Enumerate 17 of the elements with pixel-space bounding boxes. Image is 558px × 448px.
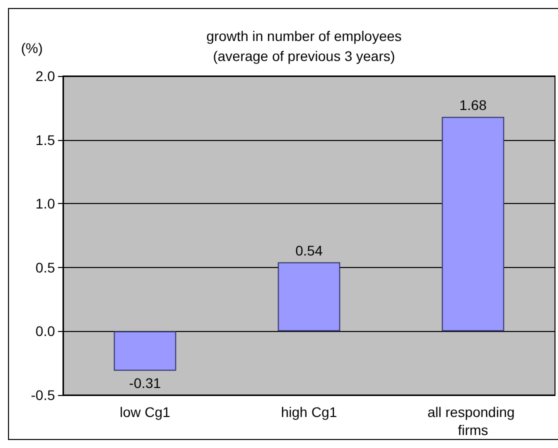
chart-title: growth in number of employees (average of previous 3 years) xyxy=(206,28,402,64)
data-label: 0.54 xyxy=(295,242,323,258)
y-tick-label: 2.0 xyxy=(36,68,56,84)
bar xyxy=(114,331,176,371)
data-label: -0.31 xyxy=(129,374,162,391)
y-tick-label: 1.0 xyxy=(36,196,56,212)
y-tick-label: 0.0 xyxy=(36,323,56,340)
y-tick-label: 1.5 xyxy=(36,132,56,148)
x-tick-label: low Cg1 xyxy=(120,404,170,420)
x-tick-label: all responding firms xyxy=(427,404,519,438)
bar xyxy=(442,116,504,332)
x-tick-label: high Cg1 xyxy=(280,404,338,420)
bar xyxy=(278,262,340,332)
data-label: 1.68 xyxy=(459,96,487,113)
y-axis-title: (%) xyxy=(21,40,43,56)
y-tick-label: 0.5 xyxy=(36,259,56,276)
y-tick-label: -0.5 xyxy=(30,387,56,403)
